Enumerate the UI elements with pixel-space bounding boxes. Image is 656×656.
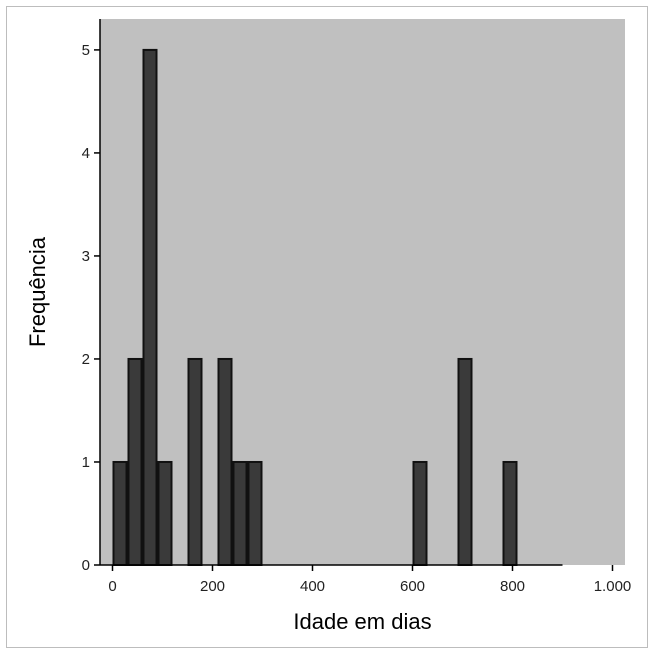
ticks-group: 0 1 2 3 4 5 0 200 400 600 800 1.000 — [82, 42, 632, 595]
histogram-bar — [217, 357, 233, 566]
histogram-bar — [187, 357, 203, 566]
y-tick-label: 4 — [82, 145, 90, 162]
x-tick-label: 400 — [300, 578, 325, 595]
chart-frame: 0 1 2 3 4 5 0 200 400 600 800 1.000 Frequência Idad… — [6, 6, 648, 648]
histogram-bar — [127, 357, 143, 566]
plot-background — [100, 19, 625, 565]
x-tick-label: 600 — [400, 578, 425, 595]
bars-group — [112, 48, 518, 567]
x-tick-label: 800 — [500, 578, 525, 595]
histogram-bar — [502, 460, 518, 567]
x-tick-label: 1.000 — [594, 578, 632, 595]
x-tick-label: 200 — [200, 578, 225, 595]
y-tick-label: 5 — [82, 42, 90, 59]
histogram-bar — [457, 357, 473, 566]
histogram-bar — [157, 460, 173, 567]
histogram-bar — [247, 460, 263, 567]
y-tick-label: 2 — [82, 351, 90, 368]
histogram-bar — [232, 460, 248, 567]
histogram-bar — [142, 48, 158, 567]
histogram-chart: 0 1 2 3 4 5 0 200 400 600 800 1.000 Frequência Idad… — [25, 19, 632, 634]
y-tick-label: 3 — [82, 248, 90, 265]
histogram-bar — [112, 460, 128, 567]
x-tick-label: 0 — [108, 578, 116, 595]
histogram-bar — [412, 460, 428, 567]
x-axis-title: Idade em dias — [293, 609, 431, 634]
y-tick-label: 0 — [82, 557, 90, 574]
y-axis-title: Frequência — [25, 236, 50, 347]
y-tick-label: 1 — [82, 454, 90, 471]
axes-group — [99, 19, 563, 566]
